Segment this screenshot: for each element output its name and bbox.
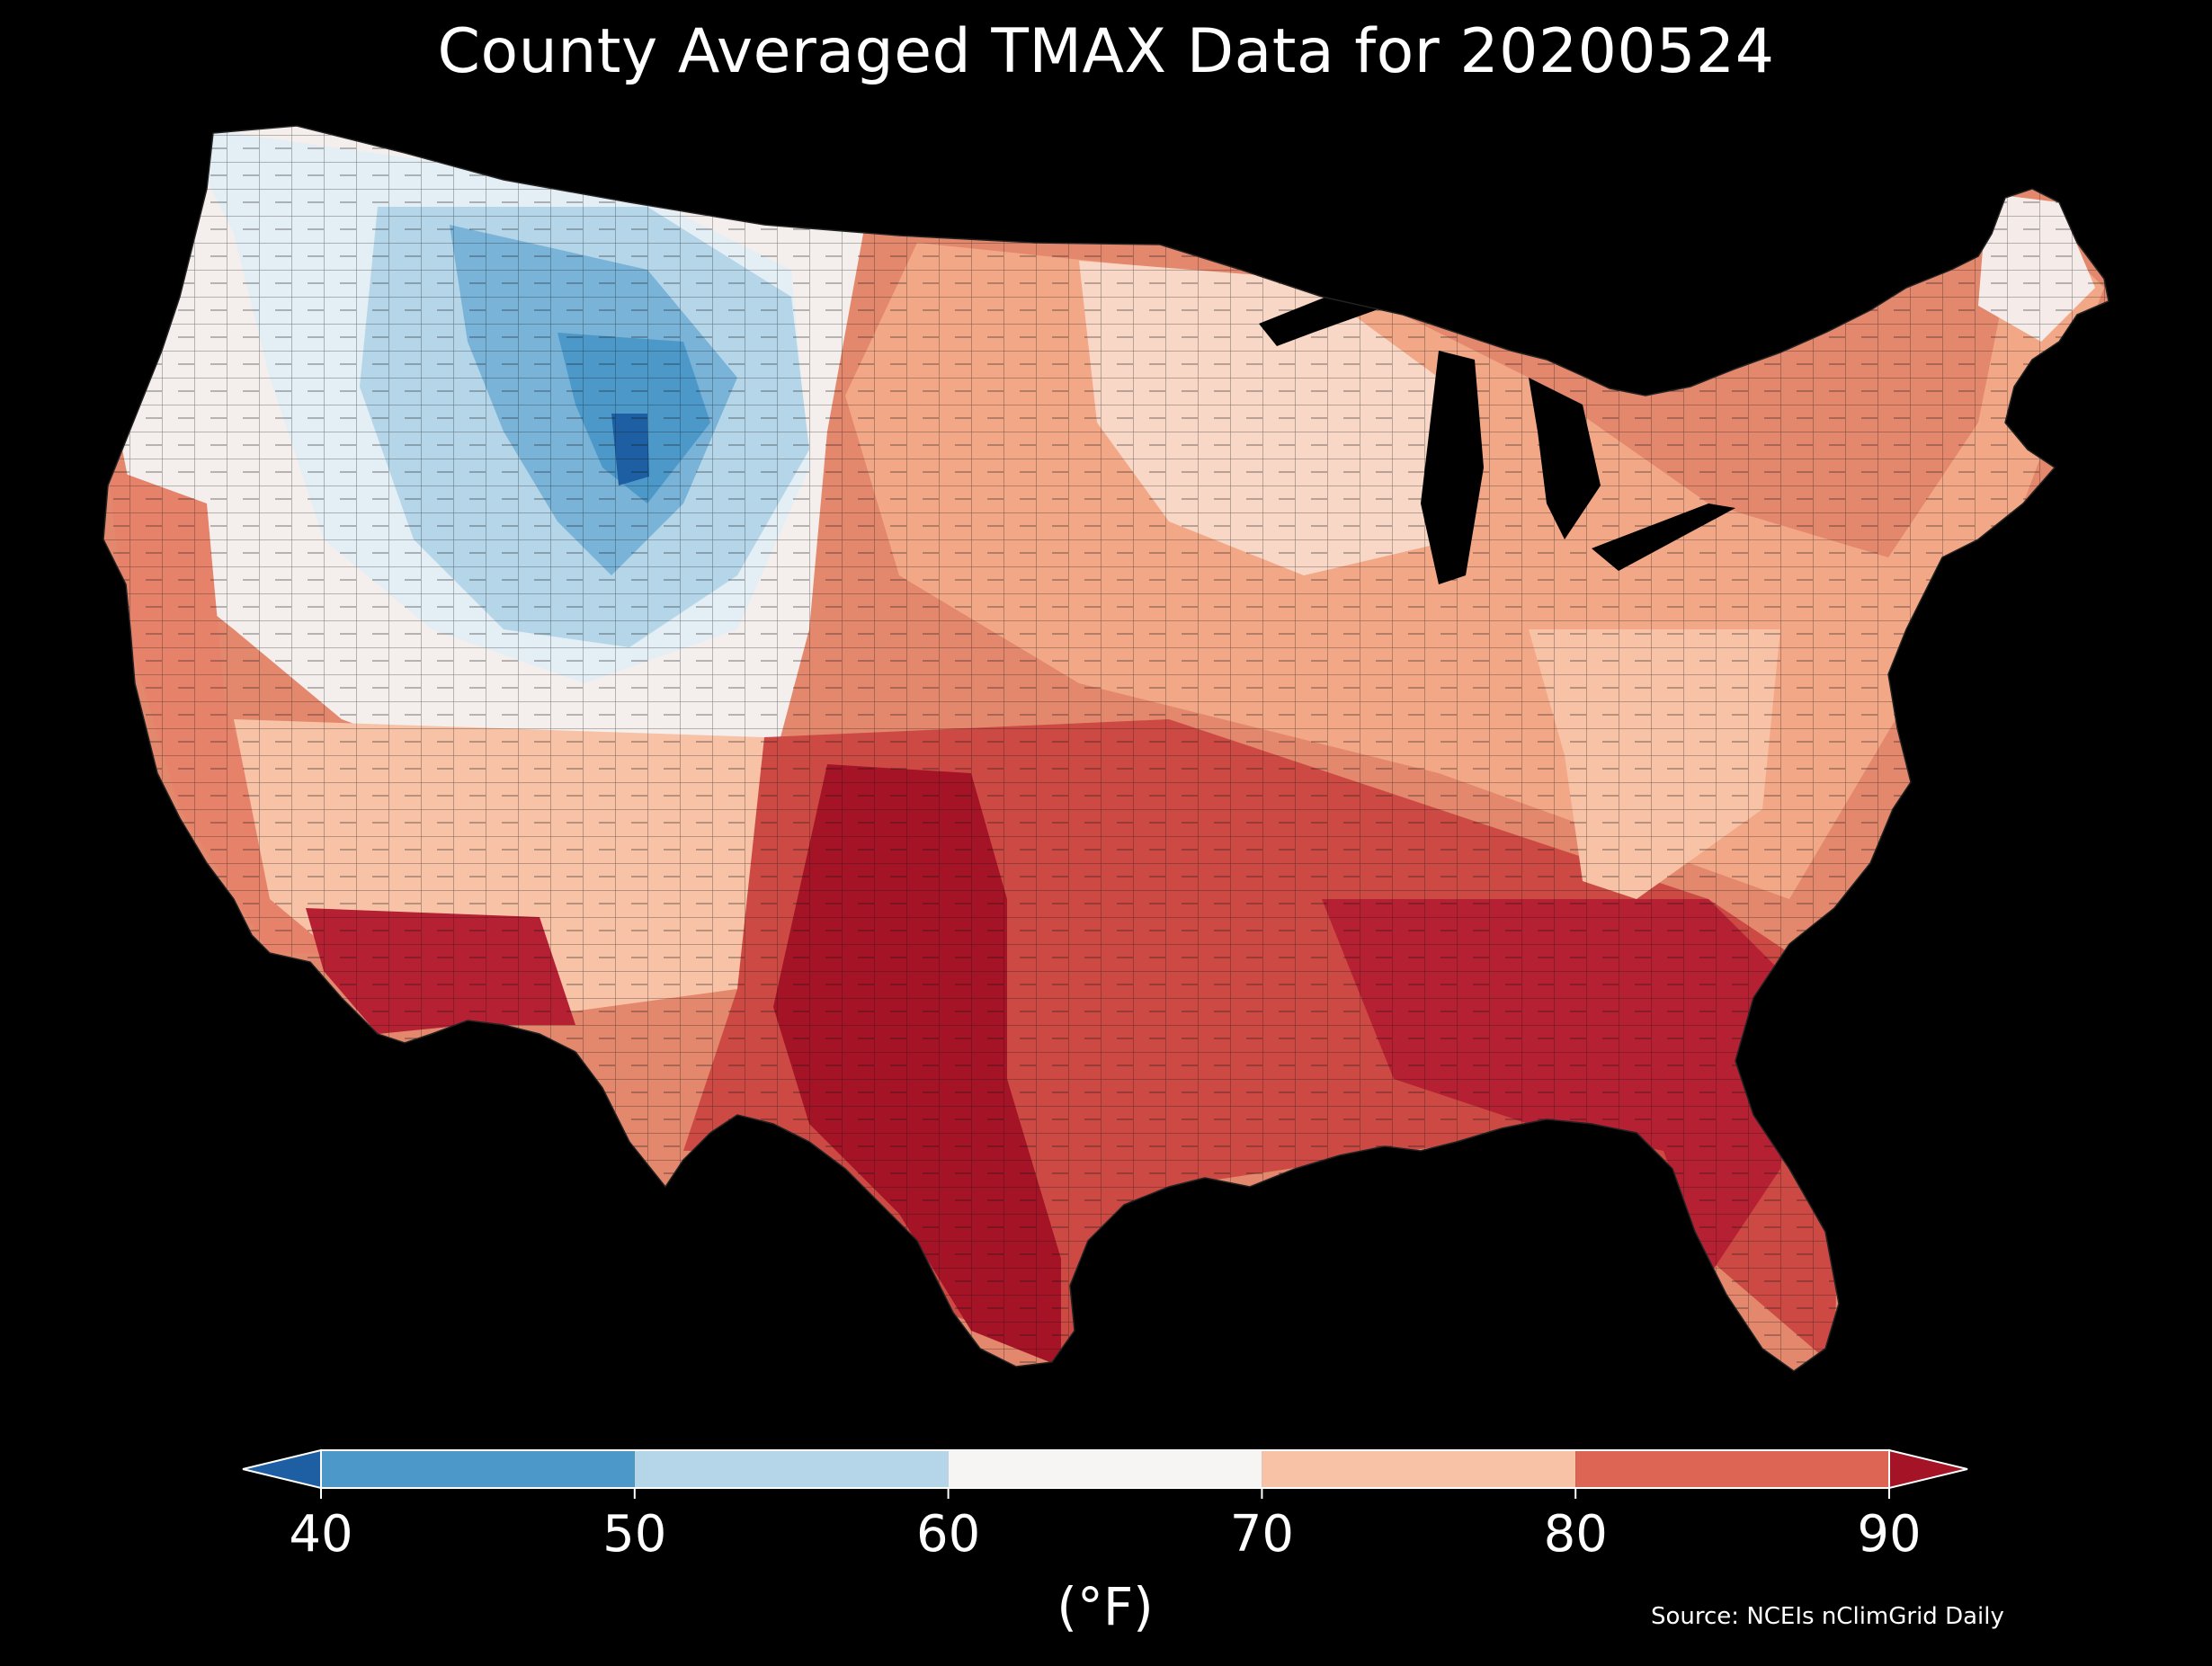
colorbar-tick-label: 40 xyxy=(289,1505,352,1564)
source-note: Source: NCEIs nClimGrid Daily xyxy=(1651,1603,2004,1630)
choropleth-map xyxy=(103,125,2109,1372)
colorbar-ticks: 40 50 60 70 80 90 xyxy=(289,1488,1922,1564)
colorbar-bin-1 xyxy=(634,1450,949,1488)
colorbar-tick-label: 60 xyxy=(916,1505,980,1564)
colorbar-tick-label: 50 xyxy=(602,1505,666,1564)
colorbar-outline xyxy=(320,1449,1890,1489)
colorbar-tick-label: 80 xyxy=(1544,1505,1608,1564)
lake-erie xyxy=(1592,503,1735,571)
colorbar-bin-3 xyxy=(1262,1450,1576,1488)
colorbar-tick-label: 90 xyxy=(1857,1505,1921,1564)
great-lakes xyxy=(1259,286,1735,584)
us-outline xyxy=(103,125,2109,1372)
colorbar-tick-label: 70 xyxy=(1230,1505,1294,1564)
colorbar-label: (°F) xyxy=(1057,1576,1154,1637)
colorbar-under-arrow xyxy=(242,1448,322,1490)
colorbar-bin-0 xyxy=(321,1450,635,1488)
colorbar-bins xyxy=(321,1450,1889,1488)
lake-superior xyxy=(1259,286,1403,346)
map-title: County Averaged TMAX Data for 20200524 xyxy=(437,16,1775,87)
colorbar-over-arrow xyxy=(1888,1448,1968,1490)
colorbar-bin-4 xyxy=(1575,1450,1889,1488)
colorbar: 40 50 60 70 80 90 (°F) xyxy=(0,1439,2212,1666)
colorbar-bin-2 xyxy=(948,1450,1262,1488)
lake-michigan xyxy=(1421,351,1484,584)
lake-huron xyxy=(1529,378,1601,539)
